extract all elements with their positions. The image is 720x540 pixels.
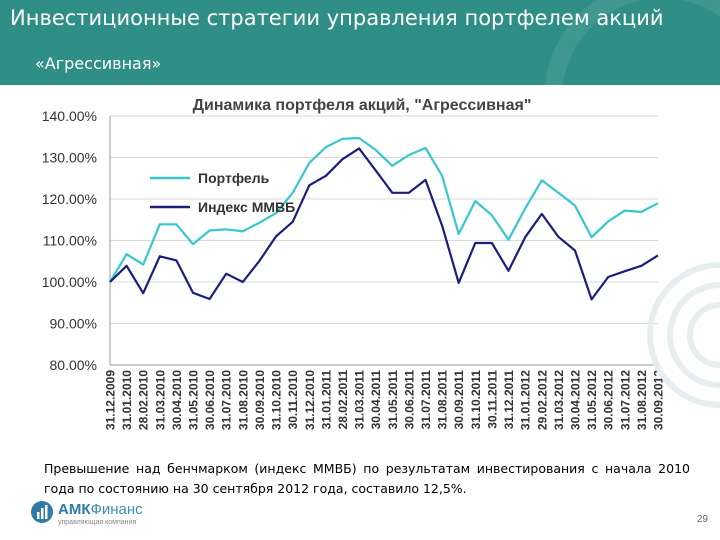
x-tick-label: 28.02.2011 bbox=[336, 370, 350, 430]
x-tick-label: 29.02.2012 bbox=[535, 370, 549, 430]
slide-title: Инвестиционные стратегии управления порт… bbox=[10, 6, 664, 30]
x-tick-label: 30.09.2010 bbox=[253, 370, 267, 430]
x-tick-label: 31.08.2011 bbox=[436, 370, 450, 430]
x-tick-label: 31.01.2010 bbox=[120, 370, 134, 430]
background-decoration bbox=[647, 262, 720, 408]
x-tick-label: 31.01.2012 bbox=[519, 370, 533, 430]
x-tick-label: 30.06.2012 bbox=[602, 370, 616, 430]
x-tick-label: 31.03.2011 bbox=[353, 370, 367, 430]
x-tick-label: 30.04.2012 bbox=[568, 370, 582, 430]
x-tick-label: 31.12.2009 bbox=[104, 370, 118, 430]
series-line-index bbox=[109, 147, 659, 301]
y-tick-label: 140.00% bbox=[42, 108, 97, 124]
logo-tagline: управляющая компания bbox=[58, 519, 137, 526]
x-tick-label: 30.04.2011 bbox=[369, 370, 383, 430]
x-tick-label: 31.01.2011 bbox=[319, 370, 333, 430]
logo-name: АМКФинанс bbox=[58, 501, 143, 518]
x-tick-label: 31.10.2010 bbox=[270, 370, 284, 430]
x-tick-label: 31.07.2011 bbox=[419, 370, 433, 430]
x-tick-label: 31.03.2010 bbox=[153, 370, 167, 430]
x-tick-label: 31.10.2011 bbox=[469, 370, 483, 430]
x-tick-label: 28.02.2010 bbox=[137, 370, 151, 430]
logo-name-a: АМК bbox=[58, 501, 91, 518]
background-decoration bbox=[687, 302, 720, 368]
y-tick-label: 120.00% bbox=[42, 191, 97, 207]
logo-mark-icon bbox=[31, 501, 53, 523]
x-tick-label: 30.11.2010 bbox=[286, 370, 300, 430]
y-tick-label: 80.00% bbox=[50, 357, 97, 373]
chart-title: Динамика портфеля акций, "Агрессивная" bbox=[193, 97, 532, 114]
legend-label: Индекс ММВБ bbox=[198, 199, 295, 215]
x-tick-label: 31.05.2012 bbox=[585, 370, 599, 430]
x-tick-label: 30.06.2011 bbox=[402, 370, 416, 430]
page-number: 29 bbox=[696, 514, 708, 525]
x-tick-label: 31.12.2011 bbox=[502, 370, 516, 430]
x-tick-label: 31.08.2010 bbox=[236, 370, 250, 430]
company-logo: АМКФинанс управляющая компания bbox=[30, 500, 180, 530]
logo-name-b: Финанс bbox=[90, 501, 143, 518]
header-bar: Инвестиционные стратегии управления порт… bbox=[0, 0, 720, 85]
background-decoration bbox=[667, 282, 720, 388]
x-tick-label: 31.03.2012 bbox=[552, 370, 566, 430]
x-tick-label: 31.07.2012 bbox=[618, 370, 632, 430]
portfolio-chart: Динамика портфеля акций, "Агрессивная" 80… bbox=[42, 97, 720, 430]
x-tick-label: 31.07.2010 bbox=[220, 370, 234, 430]
series-line-portfolio bbox=[109, 136, 659, 283]
x-tick-label: 30.09.2011 bbox=[452, 370, 466, 430]
y-tick-label: 130.00% bbox=[42, 150, 97, 166]
chart-caption: Превышение над бенчмарком (индекс ММВБ) … bbox=[44, 461, 690, 496]
y-tick-label: 90.00% bbox=[50, 316, 97, 332]
x-tick-label: 30.04.2010 bbox=[170, 370, 184, 430]
x-tick-label: 30.09.2012 bbox=[652, 370, 666, 430]
legend-label: Портфель bbox=[198, 170, 270, 186]
y-tick-label: 110.00% bbox=[43, 233, 97, 249]
x-tick-label: 31.05.2011 bbox=[386, 370, 400, 430]
x-tick-label: 30.11.2011 bbox=[485, 370, 499, 429]
x-tick-label: 31.05.2010 bbox=[187, 370, 201, 430]
x-tick-label: 30.06.2010 bbox=[203, 370, 217, 430]
x-tick-label: 31.08.2012 bbox=[635, 370, 649, 430]
slide-subtitle: «Агрессивная» bbox=[35, 54, 162, 73]
x-tick-label: 31.12.2010 bbox=[303, 370, 317, 430]
y-tick-label: 100.00% bbox=[42, 274, 97, 290]
